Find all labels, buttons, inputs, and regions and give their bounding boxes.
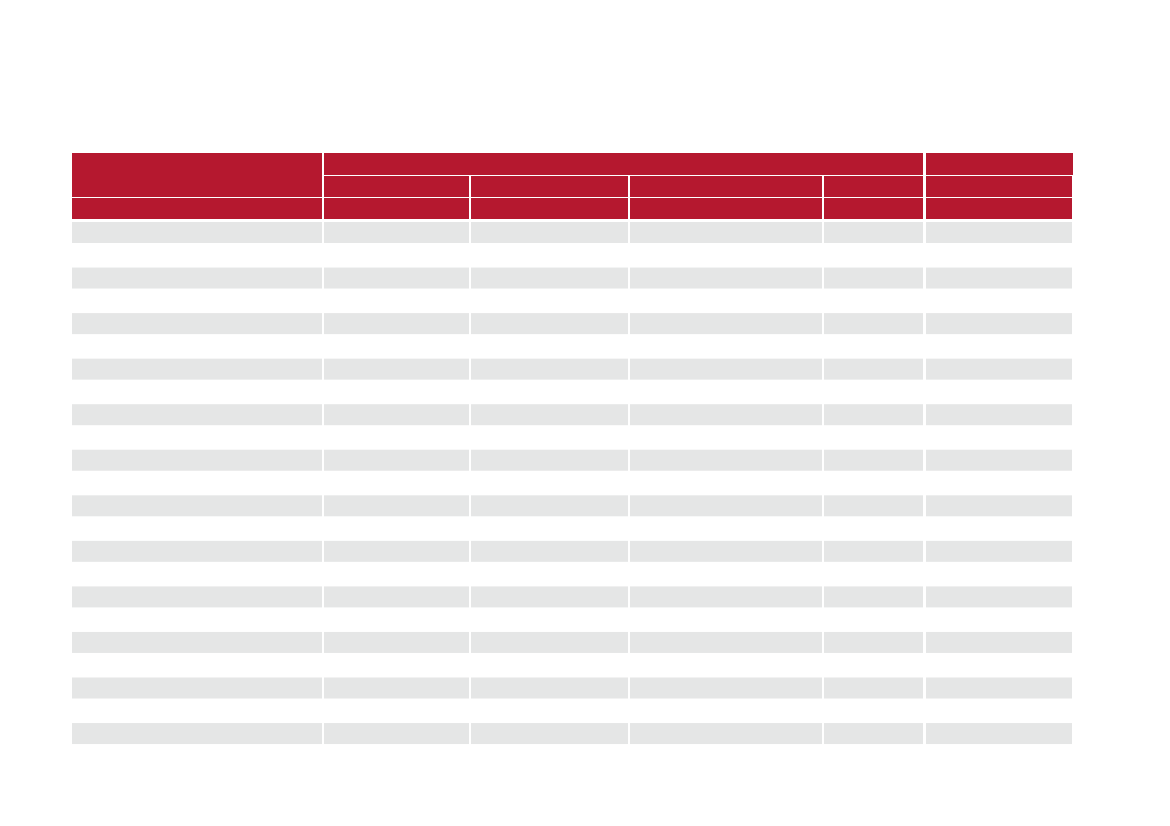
table-cell	[926, 723, 1072, 745]
header-cell	[824, 198, 923, 219]
table-cell	[471, 540, 628, 562]
header-cell	[324, 153, 923, 175]
table-cell	[926, 267, 1072, 289]
table-cell	[324, 222, 469, 243]
table-cell	[471, 358, 628, 380]
table-cell	[824, 267, 923, 289]
table-cell	[324, 495, 469, 517]
table-cell	[471, 586, 628, 608]
table-cell	[471, 495, 628, 517]
table-cell	[324, 586, 469, 608]
table-cell	[630, 267, 822, 289]
header-cell	[630, 176, 822, 197]
table-cell	[471, 723, 628, 745]
table-cell	[630, 586, 822, 608]
table-cell	[471, 222, 628, 243]
table-cell	[926, 222, 1072, 243]
table-cell	[72, 677, 322, 699]
table-cell	[630, 677, 822, 699]
table-cell	[72, 404, 322, 426]
table-cell	[72, 723, 322, 745]
header-cell	[72, 198, 322, 219]
table-cell	[72, 358, 322, 380]
header-cell	[471, 198, 628, 219]
table-cell	[824, 586, 923, 608]
header-cell	[471, 176, 628, 197]
table-cell	[630, 358, 822, 380]
table-cell	[630, 222, 822, 243]
table-cell	[926, 495, 1072, 517]
table-cell	[926, 540, 1072, 562]
table-cell	[824, 540, 923, 562]
table-cell	[926, 677, 1072, 699]
table-cell	[824, 313, 923, 335]
table-cell	[630, 631, 822, 653]
table-cell	[824, 222, 923, 243]
table-cell	[72, 631, 322, 653]
table-cell	[324, 358, 469, 380]
table-cell	[630, 449, 822, 471]
header-cell	[926, 153, 1073, 175]
header-cell	[630, 198, 822, 219]
table-cell	[324, 723, 469, 745]
table-cell	[824, 723, 923, 745]
table-cell	[324, 267, 469, 289]
table-cell	[630, 540, 822, 562]
table-cell	[630, 404, 822, 426]
table-cell	[926, 404, 1072, 426]
table-cell	[926, 313, 1072, 335]
table-cell	[824, 449, 923, 471]
header-cell	[824, 176, 923, 197]
table-cell	[72, 540, 322, 562]
table-cell	[926, 358, 1072, 380]
header-cell	[926, 198, 1072, 219]
table-cell	[72, 449, 322, 471]
table-cell	[630, 313, 822, 335]
table-cell	[471, 267, 628, 289]
table-cell	[926, 631, 1072, 653]
table-cell	[824, 677, 923, 699]
table-cell	[324, 313, 469, 335]
header-cell	[324, 198, 469, 219]
table-cell	[630, 495, 822, 517]
table-cell	[630, 723, 822, 745]
table-cell	[324, 404, 469, 426]
table-cell	[824, 495, 923, 517]
table-cell	[72, 586, 322, 608]
table-cell	[324, 631, 469, 653]
table-cell	[324, 449, 469, 471]
table-cell	[824, 631, 923, 653]
table-cell	[72, 222, 322, 243]
table-cell	[471, 449, 628, 471]
table-cell	[324, 677, 469, 699]
table-cell	[471, 313, 628, 335]
table-cell	[72, 495, 322, 517]
table-cell	[926, 586, 1072, 608]
header-cell	[324, 176, 469, 197]
table-cell	[824, 358, 923, 380]
table-cell	[471, 404, 628, 426]
header-cell	[72, 153, 322, 197]
table-cell	[471, 631, 628, 653]
table-cell	[72, 267, 322, 289]
header-cell	[926, 176, 1072, 197]
table-cell	[471, 677, 628, 699]
table-cell	[926, 449, 1072, 471]
table-cell	[824, 404, 923, 426]
table-cell	[72, 313, 322, 335]
table-cell	[324, 540, 469, 562]
